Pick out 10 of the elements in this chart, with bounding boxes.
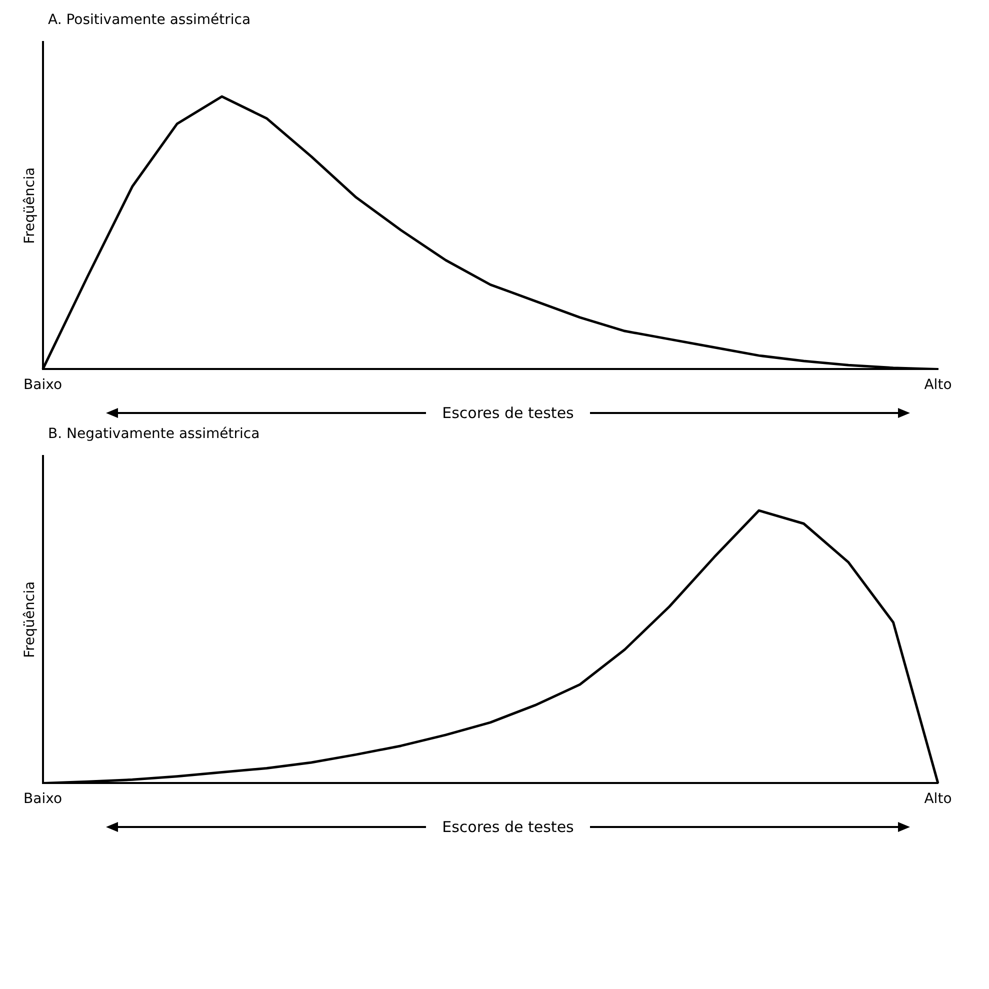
x-axis-title: Escores de testes (442, 404, 574, 422)
x-tick-label: Alto (924, 791, 952, 808)
y-axis-title: Freqüência (22, 167, 38, 244)
chart-title: B. Negativamente assimétrica (47, 425, 261, 444)
x-tick-label: Baixo (24, 791, 62, 808)
x-tick-label: Alto (924, 377, 952, 394)
x-tick-label: Baixo (24, 377, 62, 394)
chart-title: A. Positivamente assimétrica (47, 11, 252, 30)
x-axis-title: Escores de testes (442, 818, 574, 836)
y-axis-title: Freqüência (22, 581, 38, 658)
